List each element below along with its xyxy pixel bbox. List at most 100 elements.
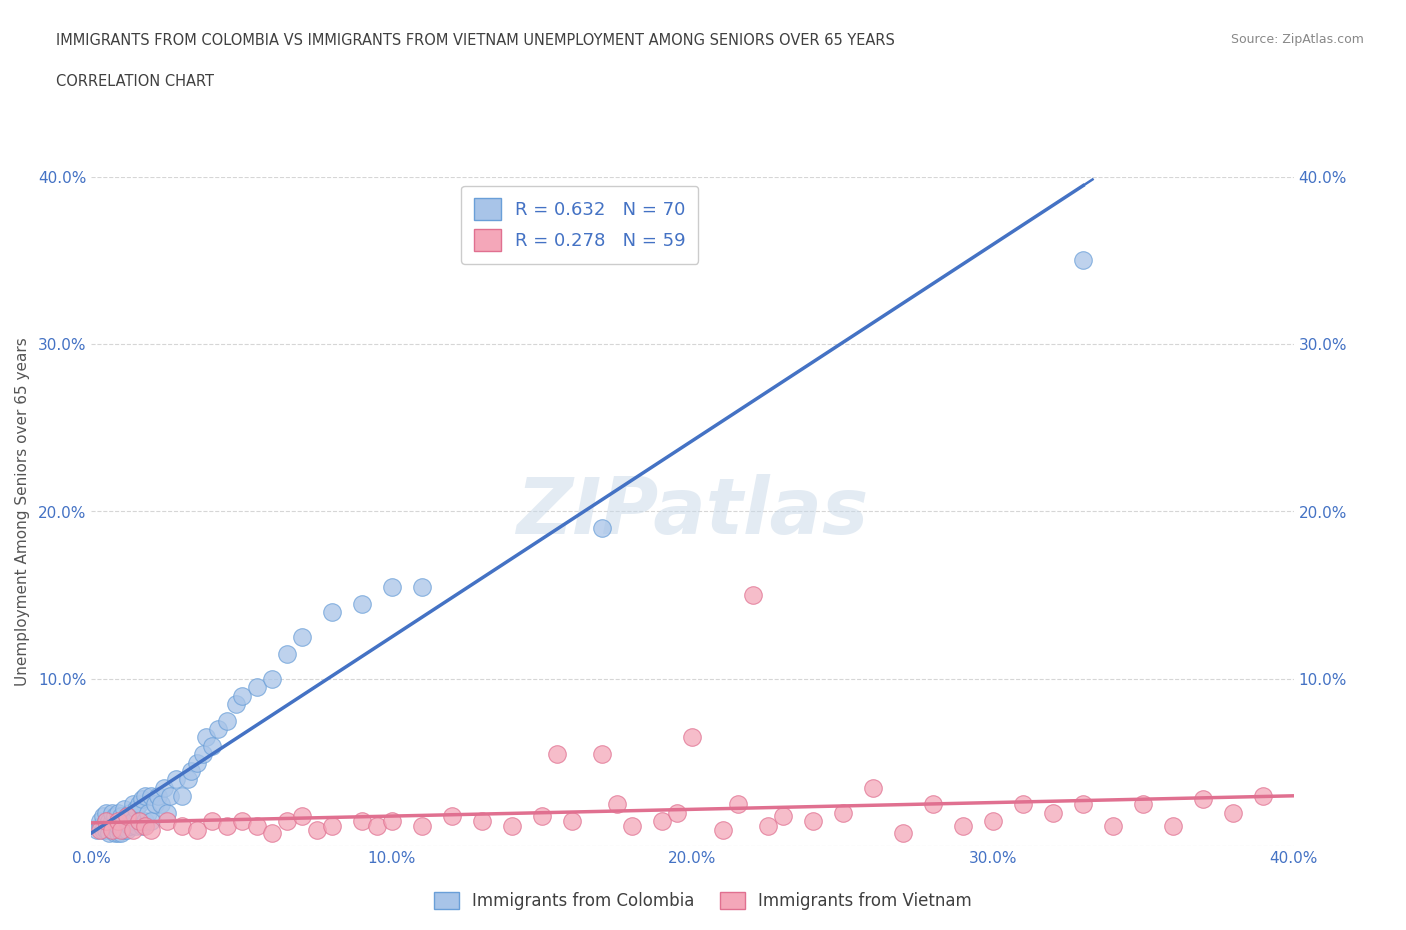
Point: [141, 822, 163, 837]
Point: [246, 818, 269, 833]
Point: [381, 579, 404, 594]
Point: [128, 814, 150, 829]
Point: [831, 805, 853, 820]
Point: [922, 797, 945, 812]
Point: [681, 730, 703, 745]
Point: [1042, 805, 1064, 820]
Point: [366, 818, 388, 833]
Point: [215, 818, 238, 833]
Point: [107, 826, 129, 841]
Point: [128, 814, 150, 829]
Point: [96, 805, 118, 820]
Point: [110, 809, 132, 824]
Point: [201, 814, 224, 829]
Point: [114, 822, 136, 837]
Point: [225, 697, 247, 711]
Point: [207, 722, 229, 737]
Point: [114, 802, 136, 817]
Point: [440, 809, 463, 824]
Point: [651, 814, 673, 829]
Point: [96, 822, 118, 837]
Point: [146, 789, 169, 804]
Point: [134, 814, 156, 829]
Point: [191, 747, 214, 762]
Point: [101, 805, 124, 820]
Point: [1253, 789, 1275, 804]
Point: [131, 792, 153, 807]
Point: [1071, 797, 1094, 812]
Point: [711, 822, 734, 837]
Point: [89, 822, 111, 837]
Point: [471, 814, 494, 829]
Point: [149, 797, 172, 812]
Point: [546, 747, 568, 762]
Point: [231, 688, 253, 703]
Point: [1102, 818, 1125, 833]
Point: [350, 814, 373, 829]
Point: [276, 814, 298, 829]
Point: [134, 818, 156, 833]
Point: [89, 814, 111, 829]
Point: [891, 826, 914, 841]
Point: [141, 814, 163, 829]
Point: [117, 809, 139, 824]
Point: [952, 818, 974, 833]
Text: CORRELATION CHART: CORRELATION CHART: [56, 74, 214, 89]
Point: [170, 789, 193, 804]
Point: [131, 818, 153, 833]
Point: [96, 814, 118, 829]
Point: [134, 789, 156, 804]
Point: [93, 822, 115, 837]
Point: [1132, 797, 1154, 812]
Point: [98, 814, 121, 829]
Point: [321, 604, 343, 619]
Point: [101, 822, 124, 837]
Point: [155, 805, 177, 820]
Point: [122, 814, 145, 829]
Point: [117, 809, 139, 824]
Point: [110, 826, 132, 841]
Point: [215, 713, 238, 728]
Point: [1012, 797, 1035, 812]
Point: [101, 822, 124, 837]
Point: [155, 814, 177, 829]
Point: [801, 814, 824, 829]
Point: [666, 805, 689, 820]
Point: [591, 521, 613, 536]
Point: [93, 809, 115, 824]
Text: IMMIGRANTS FROM COLOMBIA VS IMMIGRANTS FROM VIETNAM UNEMPLOYMENT AMONG SENIORS O: IMMIGRANTS FROM COLOMBIA VS IMMIGRANTS F…: [56, 33, 896, 47]
Point: [143, 797, 166, 812]
Point: [411, 818, 433, 833]
Point: [756, 818, 779, 833]
Point: [120, 818, 142, 833]
Legend: R = 0.632   N = 70, R = 0.278   N = 59: R = 0.632 N = 70, R = 0.278 N = 59: [461, 186, 699, 264]
Point: [104, 826, 127, 841]
Point: [1222, 805, 1244, 820]
Point: [110, 822, 132, 837]
Point: [120, 805, 142, 820]
Point: [110, 818, 132, 833]
Point: [981, 814, 1004, 829]
Point: [125, 802, 148, 817]
Point: [96, 814, 118, 829]
Point: [141, 789, 163, 804]
Point: [606, 797, 628, 812]
Point: [276, 646, 298, 661]
Point: [741, 588, 763, 603]
Point: [122, 797, 145, 812]
Point: [727, 797, 749, 812]
Point: [591, 747, 613, 762]
Point: [104, 809, 127, 824]
Point: [1071, 253, 1094, 268]
Point: [107, 805, 129, 820]
Point: [260, 826, 283, 841]
Point: [186, 822, 208, 837]
Point: [86, 822, 108, 837]
Point: [186, 755, 208, 770]
Point: [152, 780, 174, 795]
Point: [305, 822, 328, 837]
Point: [180, 764, 202, 778]
Point: [159, 789, 181, 804]
Point: [114, 814, 136, 829]
Point: [621, 818, 644, 833]
